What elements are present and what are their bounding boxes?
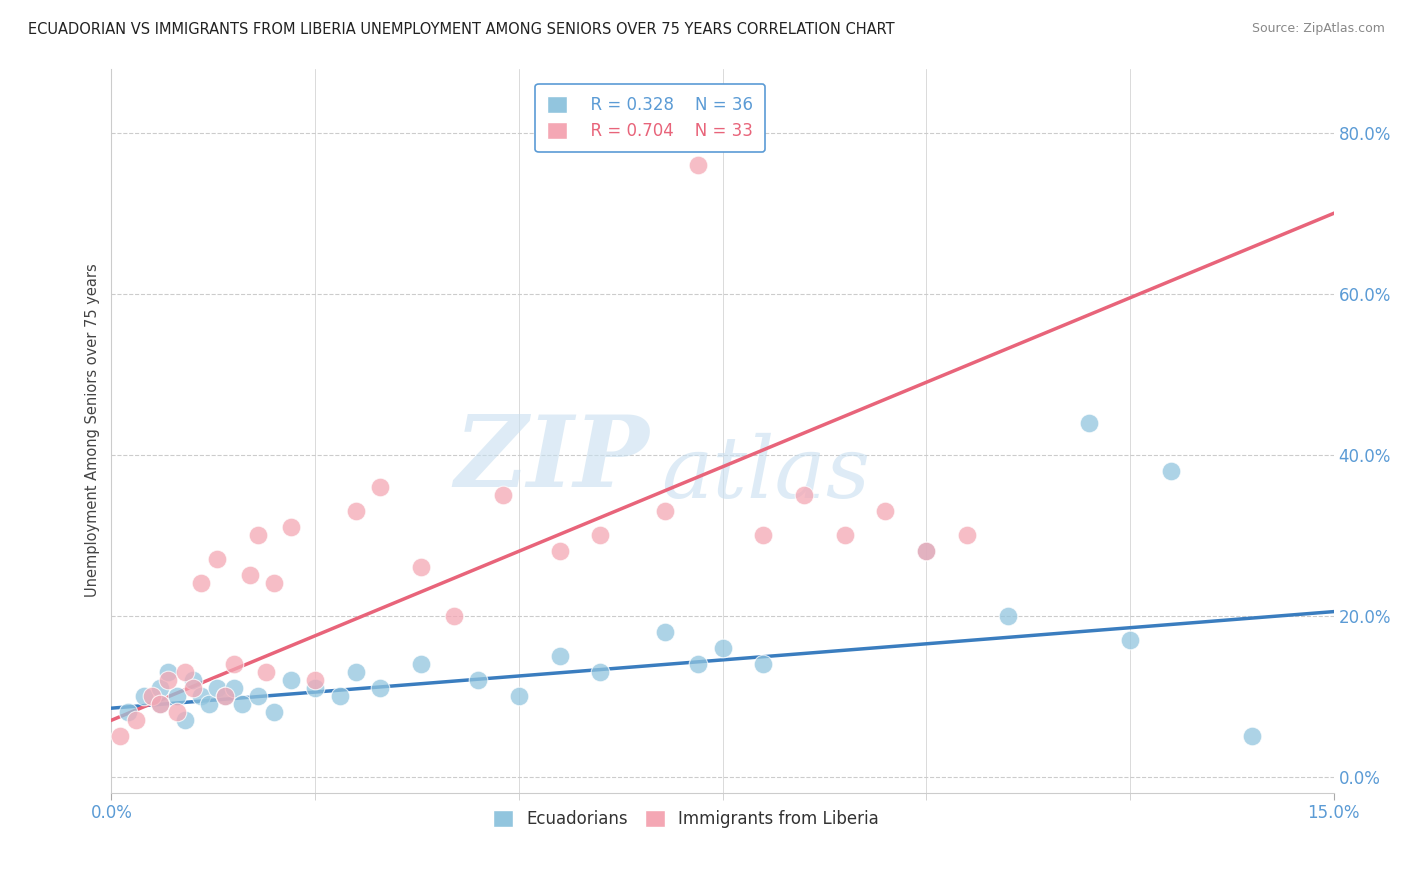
Point [368,480,391,494]
Point [222,681,245,695]
Point [752,528,775,542]
Point [443,608,465,623]
Point [409,657,432,671]
Point [834,528,856,542]
Point [304,681,326,695]
Point [108,729,131,743]
Point [149,697,172,711]
Point [589,665,612,679]
Point [409,560,432,574]
Point [711,640,734,655]
Point [157,673,180,687]
Point [1119,632,1142,647]
Point [344,504,367,518]
Point [181,681,204,695]
Text: ECUADORIAN VS IMMIGRANTS FROM LIBERIA UNEMPLOYMENT AMONG SENIORS OVER 75 YEARS C: ECUADORIAN VS IMMIGRANTS FROM LIBERIA UN… [28,22,894,37]
Point [654,504,676,518]
Point [1160,464,1182,478]
Point [548,648,571,663]
Point [915,544,938,558]
Legend: Ecuadorians, Immigrants from Liberia: Ecuadorians, Immigrants from Liberia [486,804,886,835]
Point [875,504,897,518]
Point [157,665,180,679]
Text: atlas: atlas [661,433,870,516]
Point [368,681,391,695]
Point [222,657,245,671]
Point [263,705,285,719]
Point [181,673,204,687]
Point [247,528,270,542]
Point [752,657,775,671]
Point [263,576,285,591]
Point [125,713,148,727]
Point [247,689,270,703]
Point [280,673,302,687]
Point [239,568,262,582]
Point [654,624,676,639]
Point [190,576,212,591]
Point [141,689,163,703]
Point [132,689,155,703]
Y-axis label: Unemployment Among Seniors over 75 years: Unemployment Among Seniors over 75 years [86,264,100,598]
Point [166,689,188,703]
Point [254,665,277,679]
Point [173,713,195,727]
Point [956,528,979,542]
Point [214,689,236,703]
Point [149,697,172,711]
Point [190,689,212,703]
Point [915,544,938,558]
Point [688,158,710,172]
Point [198,697,221,711]
Point [491,488,513,502]
Point [149,681,172,695]
Point [589,528,612,542]
Point [166,705,188,719]
Point [280,520,302,534]
Text: Source: ZipAtlas.com: Source: ZipAtlas.com [1251,22,1385,36]
Point [231,697,253,711]
Point [207,681,229,695]
Point [329,689,352,703]
Point [508,689,530,703]
Point [344,665,367,679]
Point [548,544,571,558]
Text: ZIP: ZIP [454,411,650,508]
Point [467,673,489,687]
Point [173,665,195,679]
Point [997,608,1019,623]
Point [1241,729,1264,743]
Point [304,673,326,687]
Point [214,689,236,703]
Point [117,705,139,719]
Point [688,657,710,671]
Point [1078,416,1101,430]
Point [793,488,815,502]
Point [207,552,229,566]
